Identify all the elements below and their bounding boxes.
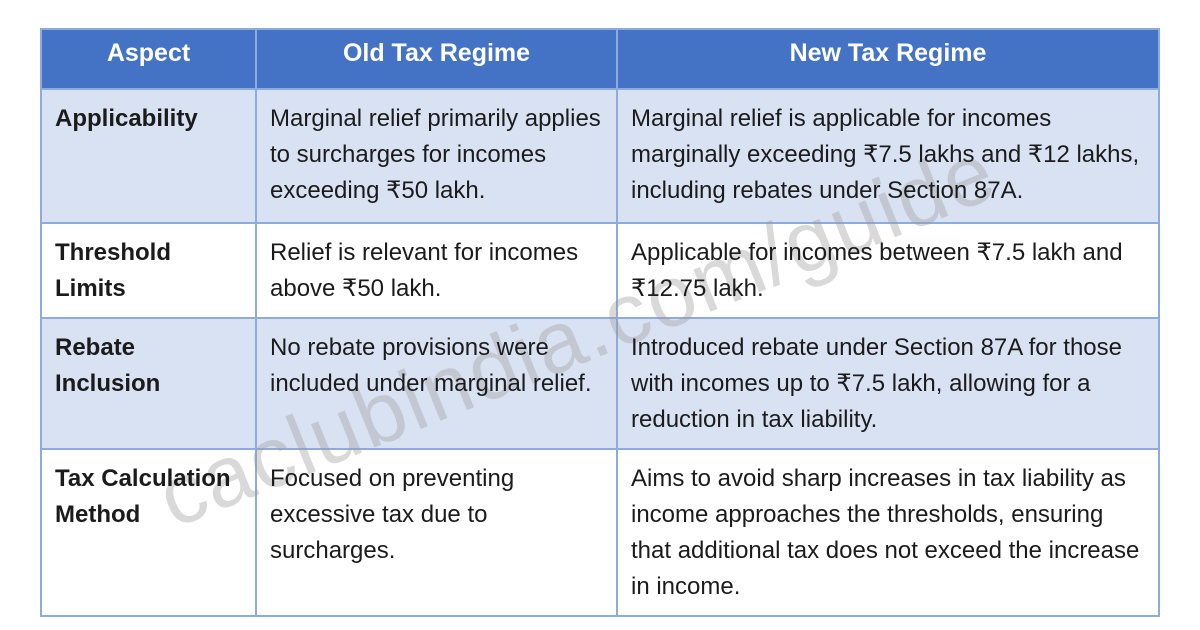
cell-new-regime: Applicable for incomes between ₹7.5 lakh… bbox=[616, 222, 1160, 319]
header-row: Aspect Old Tax Regime New Tax Regime bbox=[40, 28, 1160, 90]
table-row-rebate-inclusion: Rebate Inclusion No rebate provisions we… bbox=[40, 317, 1160, 450]
table-header: Aspect Old Tax Regime New Tax Regime bbox=[40, 28, 1160, 90]
table-row-threshold-limits: Threshold Limits Relief is relevant for … bbox=[40, 222, 1160, 319]
header-cell-new-regime: New Tax Regime bbox=[616, 28, 1160, 90]
cell-new-regime: Aims to avoid sharp increases in tax lia… bbox=[616, 448, 1160, 617]
cell-old-regime: No rebate provisions were included under… bbox=[255, 317, 618, 450]
cell-old-regime: Marginal relief primarily applies to sur… bbox=[255, 88, 618, 224]
row-label: Threshold Limits bbox=[55, 239, 172, 302]
cell-text: No rebate provisions were included under… bbox=[270, 334, 592, 397]
row-label-cell: Rebate Inclusion bbox=[40, 317, 257, 450]
row-label: Rebate Inclusion bbox=[55, 334, 161, 397]
cell-text: Aims to avoid sharp increases in tax lia… bbox=[631, 465, 1140, 600]
cell-text: Applicable for incomes between ₹7.5 lakh… bbox=[631, 239, 1123, 302]
header-label-aspect: Aspect bbox=[106, 39, 191, 67]
row-label-cell: Tax Calculation Method bbox=[40, 448, 257, 617]
header-cell-old-regime: Old Tax Regime bbox=[255, 28, 618, 90]
header-label-old-regime: Old Tax Regime bbox=[342, 39, 531, 67]
cell-new-regime: Introduced rebate under Section 87A for … bbox=[616, 317, 1160, 450]
header-label-new-regime: New Tax Regime bbox=[789, 39, 987, 67]
cell-old-regime: Relief is relevant for incomes above ₹50… bbox=[255, 222, 618, 319]
row-label-cell: Threshold Limits bbox=[40, 222, 257, 319]
header-cell-aspect: Aspect bbox=[40, 28, 257, 90]
table-row-tax-calculation-method: Tax Calculation Method Focused on preven… bbox=[40, 448, 1160, 617]
row-label: Applicability bbox=[55, 105, 198, 132]
cell-old-regime: Focused on preventing excessive tax due … bbox=[255, 448, 618, 617]
comparison-table-container: Aspect Old Tax Regime New Tax Regime App… bbox=[40, 28, 1160, 617]
row-label: Tax Calculation Method bbox=[55, 465, 231, 528]
table-body: Applicability Marginal relief primarily … bbox=[40, 88, 1160, 617]
cell-text: Introduced rebate under Section 87A for … bbox=[631, 334, 1123, 433]
cell-text: Marginal relief is applicable for income… bbox=[631, 105, 1140, 204]
cell-text: Relief is relevant for incomes above ₹50… bbox=[270, 239, 579, 302]
tax-regime-comparison-table: Aspect Old Tax Regime New Tax Regime App… bbox=[40, 28, 1160, 617]
cell-new-regime: Marginal relief is applicable for income… bbox=[616, 88, 1160, 224]
table-row-applicability: Applicability Marginal relief primarily … bbox=[40, 88, 1160, 224]
row-label-cell: Applicability bbox=[40, 88, 257, 224]
cell-text: Marginal relief primarily applies to sur… bbox=[270, 105, 601, 204]
cell-text: Focused on preventing excessive tax due … bbox=[270, 465, 515, 564]
